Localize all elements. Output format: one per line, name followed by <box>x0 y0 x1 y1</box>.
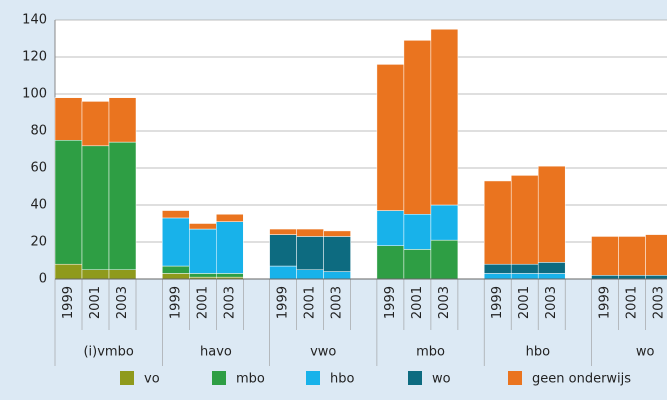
bar-segment <box>591 236 619 276</box>
bar-segment <box>483 180 512 265</box>
bar-segment <box>269 228 297 235</box>
legend-swatch <box>120 371 134 385</box>
bar-segment <box>216 221 244 274</box>
x-tick-label: 2003 <box>330 286 345 319</box>
bar-segment <box>296 269 324 280</box>
bar-segment <box>296 228 324 237</box>
bar-segment <box>216 273 244 278</box>
group-label: mbo <box>416 345 445 360</box>
bar-segment <box>269 234 297 267</box>
bar-segment <box>537 262 566 274</box>
legend-swatch <box>508 371 522 385</box>
x-tick-label: 2003 <box>652 286 667 319</box>
y-tick-label: 100 <box>22 87 47 102</box>
bar-segment <box>645 275 667 280</box>
bar-segment <box>162 273 190 280</box>
legend-label: vo <box>144 372 160 387</box>
x-tick-label: 1999 <box>168 286 183 319</box>
x-tick-label: 2003 <box>544 286 559 319</box>
x-tick-label: 1999 <box>383 286 398 319</box>
bar-segment <box>54 263 83 280</box>
x-tick-label: 1999 <box>276 286 291 319</box>
bar-segment <box>591 275 619 280</box>
bar-segment <box>323 271 351 280</box>
bar-segment <box>108 269 137 280</box>
bar-segment <box>81 101 110 147</box>
bar-segment <box>645 234 667 276</box>
bar-segment <box>54 140 83 265</box>
group-label: hbo <box>526 345 550 360</box>
x-tick-label: 2001 <box>88 286 103 319</box>
bar-segment <box>81 145 110 270</box>
bar-segment <box>376 245 405 280</box>
x-tick-label: 1999 <box>61 286 76 319</box>
group-label: wo <box>636 345 655 360</box>
bar-segment <box>189 223 217 230</box>
bar-segment <box>403 40 432 215</box>
bar-segment <box>108 97 137 143</box>
y-tick-label: 20 <box>30 235 47 250</box>
bar-segment <box>618 275 646 280</box>
y-tick-label: 140 <box>22 13 47 28</box>
legend-swatch <box>306 371 320 385</box>
bar-segment <box>483 263 512 274</box>
bar-segment <box>376 210 405 246</box>
bar-segment <box>376 64 405 211</box>
bar-segment <box>162 210 190 219</box>
bar-segment <box>296 236 324 270</box>
legend-label: geen onderwijs <box>532 372 631 387</box>
y-tick-label: 80 <box>30 124 47 139</box>
bar-segment <box>162 217 190 267</box>
plot-area <box>55 20 667 279</box>
x-tick-label: 2003 <box>115 286 130 319</box>
bar-segment <box>162 265 190 274</box>
legend-swatch <box>408 371 422 385</box>
group-label: (i)vmbo <box>83 345 133 360</box>
bar-segment <box>216 214 244 222</box>
bar-segment <box>108 141 137 271</box>
bar-segment <box>189 273 217 278</box>
bar-segment <box>189 228 217 274</box>
bar-segment <box>323 236 351 272</box>
x-tick-label: 2001 <box>625 286 640 319</box>
x-tick-label: 2001 <box>195 286 210 319</box>
x-tick-label: 2003 <box>222 286 237 319</box>
bar-segment <box>323 230 351 237</box>
group-label: havo <box>200 345 232 360</box>
x-tick-label: 2003 <box>437 286 452 319</box>
y-tick-label: 120 <box>22 50 47 65</box>
legend-label: wo <box>432 372 451 387</box>
bar-segment <box>403 214 432 250</box>
bar-segment <box>269 265 297 280</box>
legend-label: hbo <box>330 372 354 387</box>
x-tick-label: 1999 <box>598 286 613 319</box>
bar-segment <box>81 269 110 280</box>
x-tick-label: 1999 <box>490 286 505 319</box>
legend-label: mbo <box>236 372 265 387</box>
bar-segment <box>510 273 539 280</box>
y-tick-label: 0 <box>39 272 47 287</box>
bar-segment <box>430 204 459 241</box>
bar-segment <box>618 236 646 276</box>
bar-segment <box>430 29 459 206</box>
bar-segment <box>483 273 512 280</box>
y-tick-label: 40 <box>30 198 47 213</box>
legend-swatch <box>212 371 226 385</box>
x-tick-label: 2001 <box>517 286 532 319</box>
x-tick-label: 2001 <box>410 286 425 319</box>
bar-segment <box>54 97 83 141</box>
y-tick-label: 60 <box>30 161 47 176</box>
bar-segment <box>510 263 539 274</box>
bar-segment <box>403 249 432 280</box>
bar-segment <box>510 175 539 265</box>
bar-segment <box>430 239 459 280</box>
group-label: vwo <box>310 345 336 360</box>
bar-segment <box>537 165 566 263</box>
x-tick-label: 2001 <box>303 286 318 319</box>
bar-segment <box>537 273 566 280</box>
